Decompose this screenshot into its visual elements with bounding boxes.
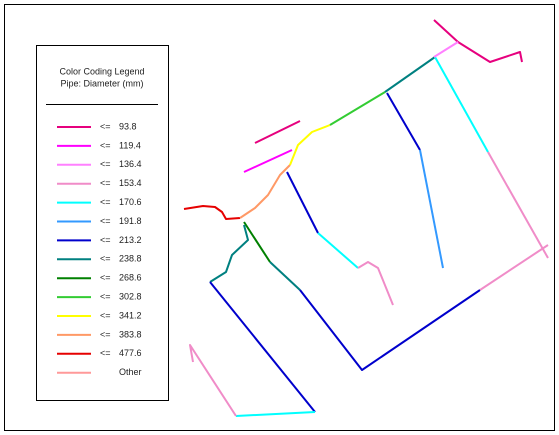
pipe: [434, 56, 489, 153]
legend-operator: <=: [100, 197, 111, 207]
pipe: [357, 261, 394, 306]
pipe: [269, 261, 301, 291]
legend-operator: <=: [100, 140, 111, 150]
legend-operator: <=: [100, 235, 111, 245]
pipe: [329, 91, 386, 126]
legend-operator: <=: [100, 178, 111, 188]
pipe: [189, 344, 237, 417]
legend-operator: <=: [100, 348, 111, 358]
legend-title: Color Coding Legend: [59, 66, 144, 76]
legend-label: 93.8: [119, 121, 137, 131]
legend: Color Coding Legend Pipe: Diameter (mm) …: [36, 45, 169, 401]
legend-label: 136.4: [119, 159, 142, 169]
pipe: [254, 120, 301, 144]
pipe: [235, 411, 316, 417]
legend-operator: <=: [100, 121, 111, 131]
pipe: [487, 151, 549, 259]
pipe: [384, 56, 436, 93]
legend-label: 302.8: [119, 291, 142, 301]
pipe: [419, 149, 444, 269]
legend-operator: <=: [100, 216, 111, 226]
legend-label: 341.2: [119, 310, 142, 320]
legend-operator: <=: [100, 159, 111, 169]
pipe: [209, 281, 316, 413]
legend-label: 383.8: [119, 329, 142, 339]
pipe-network: [183, 19, 549, 417]
legend-label: 238.8: [119, 254, 142, 264]
legend-operator: <=: [100, 291, 111, 301]
legend-subtitle: Pipe: Diameter (mm): [60, 78, 143, 88]
pipe: [386, 92, 421, 151]
legend-label: 268.6: [119, 273, 142, 283]
legend-label: 477.6: [119, 348, 142, 358]
pipe: [243, 149, 293, 173]
pipe: [479, 244, 549, 291]
legend-label: 170.6: [119, 197, 142, 207]
pipe: [243, 221, 271, 263]
legend-operator: <=: [100, 273, 111, 283]
pipe: [433, 19, 523, 63]
legend-label: 153.4: [119, 178, 142, 188]
legend-label: 119.4: [119, 140, 141, 150]
pipe: [183, 205, 241, 220]
legend-operator: <=: [100, 329, 111, 339]
pipe: [299, 289, 481, 371]
pipe: [286, 171, 319, 234]
pipe: [239, 164, 291, 219]
legend-operator: <=: [100, 310, 111, 320]
pipe: [317, 232, 359, 269]
legend-operator: <=: [100, 254, 111, 264]
legend-label: Other: [119, 367, 142, 377]
legend-label: 191.8: [119, 216, 142, 226]
legend-label: 213.2: [119, 235, 142, 245]
pipe: [209, 224, 249, 283]
pipe: [289, 124, 331, 166]
pipe: [433, 41, 459, 58]
